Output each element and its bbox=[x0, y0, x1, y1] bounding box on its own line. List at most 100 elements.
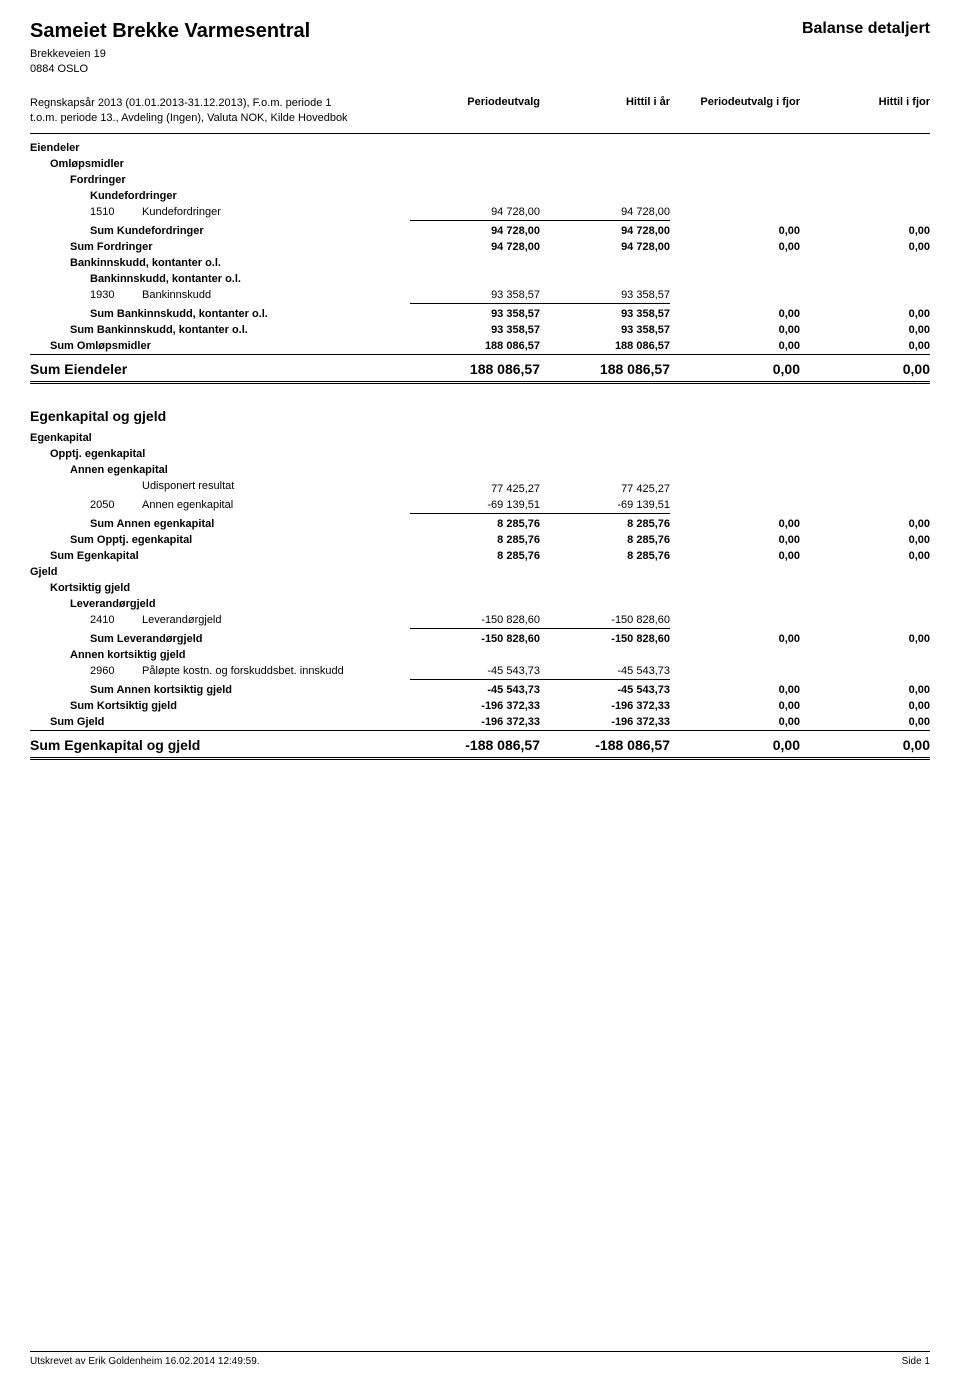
sum-label: Sum Gjeld bbox=[50, 716, 410, 728]
sum-label: Sum Egenkapital og gjeld bbox=[30, 737, 410, 753]
val-3: 0,00 bbox=[670, 737, 800, 753]
val-1: 8 285,76 bbox=[410, 534, 540, 546]
acct-label: Annen egenkapital bbox=[142, 499, 233, 511]
val-2: -196 372,33 bbox=[540, 700, 670, 712]
val-4: 0,00 bbox=[800, 633, 930, 645]
acct-no: 2410 bbox=[90, 614, 142, 626]
footer-right: Side 1 bbox=[902, 1356, 930, 1367]
row-sum-egenkapital: Sum Egenkapital 8 285,76 8 285,76 0,00 0… bbox=[30, 548, 930, 564]
val-1: 93 358,57 bbox=[410, 289, 540, 301]
val-4: 0,00 bbox=[800, 684, 930, 696]
val-2: -150 828,60 bbox=[540, 633, 670, 645]
annen-egen-label: Annen egenkapital bbox=[70, 464, 930, 476]
val-2: 188 086,57 bbox=[540, 340, 670, 352]
row-sum-kortsiktig: Sum Kortsiktig gjeld -196 372,33 -196 37… bbox=[30, 698, 930, 714]
col-header-4: Hittil i fjor bbox=[800, 96, 930, 133]
fordringer-label: Fordringer bbox=[70, 174, 930, 186]
val-2: 94 728,00 bbox=[540, 241, 670, 253]
sum-label: Sum Annen kortsiktig gjeld bbox=[90, 684, 410, 696]
header: Sameiet Brekke Varmesentral Brekkeveien … bbox=[30, 20, 930, 78]
acct-label: Kundefordringer bbox=[142, 206, 221, 218]
bank-label-1: Bankinnskudd, kontanter o.l. bbox=[70, 257, 930, 269]
val-1: 188 086,57 bbox=[410, 361, 540, 377]
divider-double bbox=[30, 757, 930, 760]
sum-label: Sum Kundefordringer bbox=[90, 225, 410, 237]
row-sum-eiendeler: Sum Eiendeler 188 086,57 188 086,57 0,00… bbox=[30, 355, 930, 381]
eiendeler-title: Eiendeler bbox=[30, 142, 930, 154]
address-line-1: Brekkeveien 19 bbox=[30, 47, 310, 62]
report-title: Balanse detaljert bbox=[802, 20, 930, 38]
val-4: 0,00 bbox=[800, 737, 930, 753]
section-eiendeler: Eiendeler Omløpsmidler Fordringer Kundef… bbox=[30, 140, 930, 384]
row-sum-egen-gjeld: Sum Egenkapital og gjeld -188 086,57 -18… bbox=[30, 731, 930, 757]
bank-label-2: Bankinnskudd, kontanter o.l. bbox=[90, 273, 930, 285]
sum-label: Sum Fordringer bbox=[70, 241, 410, 253]
val-4: 0,00 bbox=[800, 716, 930, 728]
val-4: 0,00 bbox=[800, 700, 930, 712]
sum-label: Sum Opptj. egenkapital bbox=[70, 534, 410, 546]
val-2: -45 543,73 bbox=[540, 684, 670, 696]
acct-label: Bankinnskudd bbox=[142, 289, 211, 301]
acct-no: 1510 bbox=[90, 206, 142, 218]
row-sum-kundefordringer: Sum Kundefordringer 94 728,00 94 728,00 … bbox=[30, 223, 930, 239]
val-3: 0,00 bbox=[670, 700, 800, 712]
val-4: 0,00 bbox=[800, 361, 930, 377]
val-1: 94 728,00 bbox=[410, 225, 540, 237]
row-sum-bank-1: Sum Bankinnskudd, kontanter o.l. 93 358,… bbox=[30, 306, 930, 322]
val-1: -196 372,33 bbox=[410, 716, 540, 728]
val-1: 93 358,57 bbox=[410, 308, 540, 320]
sum-label: Sum Egenkapital bbox=[50, 550, 410, 562]
row-sum-gjeld: Sum Gjeld -196 372,33 -196 372,33 0,00 0… bbox=[30, 714, 930, 730]
row-sum-fordringer: Sum Fordringer 94 728,00 94 728,00 0,00 … bbox=[30, 239, 930, 255]
val-1: 8 285,76 bbox=[410, 550, 540, 562]
acct-no: 2960 bbox=[90, 665, 142, 677]
acct-label: Leverandørgjeld bbox=[142, 614, 222, 626]
col-header-1: Periodeutvalg bbox=[410, 96, 540, 133]
annen-kort-label: Annen kortsiktig gjeld bbox=[70, 649, 930, 661]
acct-no: 1930 bbox=[90, 289, 142, 301]
row-sum-lev: Sum Leverandørgjeld -150 828,60 -150 828… bbox=[30, 631, 930, 647]
gjeld-label: Gjeld bbox=[30, 566, 930, 578]
val-2: 8 285,76 bbox=[540, 534, 670, 546]
meta-row: Regnskapsår 2013 (01.01.2013-31.12.2013)… bbox=[30, 96, 930, 133]
val-3: 0,00 bbox=[670, 241, 800, 253]
val-2: 77 425,27 bbox=[540, 483, 670, 495]
opptj-label: Opptj. egenkapital bbox=[50, 448, 930, 460]
row-palopte: 2960 Påløpte kostn. og forskuddsbet. inn… bbox=[30, 663, 930, 679]
divider bbox=[410, 679, 670, 680]
divider bbox=[410, 513, 670, 514]
val-1: -45 543,73 bbox=[410, 665, 540, 677]
address-line-2: 0884 OSLO bbox=[30, 62, 310, 77]
section-egen: Egenkapital Opptj. egenkapital Annen ege… bbox=[30, 430, 930, 760]
sum-label: Sum Annen egenkapital bbox=[90, 518, 410, 530]
val-2: -45 543,73 bbox=[540, 665, 670, 677]
acct-no: 2050 bbox=[90, 499, 142, 511]
row-kundefordringer: 1510 Kundefordringer 94 728,00 94 728,00 bbox=[30, 204, 930, 220]
omlopsmidler-label: Omløpsmidler bbox=[50, 158, 930, 170]
row-udisponert: Udisponert resultat 77 425,27 77 425,27 bbox=[30, 478, 930, 497]
val-1: -150 828,60 bbox=[410, 633, 540, 645]
val-1: -45 543,73 bbox=[410, 684, 540, 696]
val-2: 93 358,57 bbox=[540, 324, 670, 336]
val-2: 93 358,57 bbox=[540, 289, 670, 301]
column-headers: Periodeutvalg Hittil i år Periodeutvalg … bbox=[410, 96, 930, 133]
val-3: 0,00 bbox=[670, 534, 800, 546]
val-3: 0,00 bbox=[670, 324, 800, 336]
sum-label: Sum Kortsiktig gjeld bbox=[70, 700, 410, 712]
val-1: 94 728,00 bbox=[410, 241, 540, 253]
val-2: 8 285,76 bbox=[540, 550, 670, 562]
val-2: 8 285,76 bbox=[540, 518, 670, 530]
kortsiktig-label: Kortsiktig gjeld bbox=[50, 582, 930, 594]
val-2: -196 372,33 bbox=[540, 716, 670, 728]
val-4: 0,00 bbox=[800, 241, 930, 253]
val-4: 0,00 bbox=[800, 340, 930, 352]
sum-label: Sum Bankinnskudd, kontanter o.l. bbox=[90, 308, 410, 320]
section-title-egen: Egenkapital og gjeld bbox=[30, 408, 930, 424]
sum-label: Sum Eiendeler bbox=[30, 361, 410, 377]
divider bbox=[30, 133, 930, 134]
val-4: 0,00 bbox=[800, 324, 930, 336]
val-2: 188 086,57 bbox=[540, 361, 670, 377]
row-annen-egen: 2050 Annen egenkapital -69 139,51 -69 13… bbox=[30, 497, 930, 513]
val-2: 94 728,00 bbox=[540, 206, 670, 218]
footer-left: Utskrevet av Erik Goldenheim 16.02.2014 … bbox=[30, 1356, 260, 1367]
